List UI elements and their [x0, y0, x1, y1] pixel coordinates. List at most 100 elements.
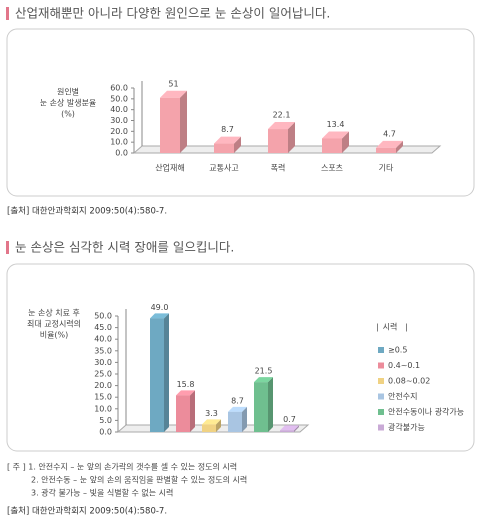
bar-top	[254, 377, 273, 383]
source: [출처] 대한안과학회지 2009:50(4):580-7.	[7, 206, 167, 217]
bar-side	[180, 90, 187, 153]
y-tick-label: 20.0	[110, 127, 128, 136]
legend-bracket: |	[405, 323, 408, 332]
legend-label: 안전수지	[388, 391, 417, 401]
bar-side	[342, 131, 349, 153]
bar	[202, 424, 216, 432]
y-tick-label: 25.0	[94, 370, 112, 379]
bar-top	[280, 425, 299, 431]
bar-top	[150, 313, 169, 319]
y-tick-label: 5.0	[99, 416, 112, 425]
section-title: 눈 손상은 심각한 시력 장애를 일으킵니다.	[15, 240, 234, 255]
y-tick-label: 50.0	[94, 312, 112, 321]
bar-top	[376, 140, 403, 148]
chart-frame	[6, 28, 475, 197]
bar-top	[322, 131, 349, 139]
x-tick-label: 산업재해	[155, 163, 184, 173]
bar	[160, 97, 180, 153]
y-tick-label: 10.0	[110, 138, 128, 147]
x-tick-label: 스포츠	[321, 164, 343, 173]
bar-top	[202, 419, 221, 425]
x-tick-label: 교통사고	[209, 164, 238, 173]
source: [출처] 대한안과학회지 2009:50(4):580-7.	[7, 506, 167, 517]
bar-top	[214, 136, 241, 144]
legend-swatch	[378, 378, 384, 384]
x-tick-label: 기타	[379, 164, 394, 173]
legend-swatch	[378, 409, 384, 415]
heading-marker	[6, 241, 9, 254]
y-tick-label: 45.0	[94, 323, 112, 332]
value-label: 8.7	[221, 125, 234, 134]
value-label: 21.5	[255, 367, 273, 376]
legend-swatch	[378, 362, 384, 369]
y-tick-label: 0.0	[99, 428, 112, 437]
heading-marker	[6, 7, 9, 20]
value-label: 8.7	[231, 396, 244, 405]
y-axis-label: 눈 손상 발생분율	[40, 98, 97, 108]
note: 3. 광각 불가능 – 빛을 식별할 수 없는 시력	[31, 488, 173, 498]
value-label: 49.0	[151, 303, 169, 312]
y-tick-label: 35.0	[94, 346, 112, 355]
y-tick-label: 0.0	[115, 149, 128, 158]
legend-label: 0.08~0.02	[388, 377, 430, 386]
bar	[268, 129, 288, 153]
chart-frame	[6, 263, 475, 452]
bar-side	[190, 390, 195, 432]
bar-top	[228, 406, 247, 412]
legend-label: 0.4~0.1	[388, 361, 420, 370]
legend-bracket: |	[376, 323, 379, 332]
bar-top	[160, 90, 187, 98]
value-label: 4.7	[383, 129, 396, 138]
y-tick-label: 20.0	[94, 381, 112, 390]
note: 2. 안전수동 – 눈 앞의 손의 움직임을 판별할 수 있는 정도의 시력	[31, 475, 247, 485]
y-axis-label: 눈 손상 치료 후	[28, 308, 80, 318]
y-tick-label: 30.0	[110, 116, 128, 125]
bar	[150, 318, 164, 432]
bar-side	[216, 419, 221, 432]
legend-swatch	[378, 393, 384, 400]
legend-label: 광각불가능	[388, 422, 425, 432]
bar-top	[176, 390, 195, 396]
bar-side	[396, 140, 403, 153]
value-label: 51	[168, 79, 178, 88]
value-label: 13.4	[327, 120, 345, 129]
y-tick-label: 30.0	[94, 358, 112, 367]
note: [ 주 ] 1. 안전수지 – 눈 앞의 손가락의 갯수를 셀 수 있는 정도의…	[7, 462, 237, 472]
y-tick-label: 50.0	[110, 94, 128, 103]
bar	[280, 430, 294, 432]
legend-label: ≥0.5	[388, 346, 407, 355]
legend-title: 시력	[383, 322, 398, 332]
bar	[322, 138, 342, 153]
bar	[214, 143, 234, 153]
value-label: 22.1	[273, 111, 291, 120]
y-tick-label: 10.0	[94, 404, 112, 413]
y-tick-label: 15.0	[94, 393, 112, 402]
bar-top	[268, 122, 295, 130]
y-axis-label: 비율(%)	[40, 331, 69, 340]
y-tick-label: 40.0	[94, 335, 112, 344]
section-title: 산업재해뿐만 아니라 다양한 원인으로 눈 손상이 일어납니다.	[15, 6, 330, 21]
value-label: 3.3	[205, 409, 218, 418]
legend-swatch	[378, 347, 384, 353]
y-tick-label: 60.0	[110, 84, 128, 93]
bar-side	[164, 313, 169, 432]
bar-side	[268, 377, 273, 432]
bar-side	[288, 122, 295, 153]
y-axis-label: (%)	[61, 110, 75, 119]
value-label: 15.8	[177, 380, 195, 389]
bar	[254, 382, 268, 432]
legend-label: 안전수동이나 광각가능	[388, 407, 464, 417]
bar	[228, 411, 242, 432]
legend-swatch	[378, 424, 384, 431]
y-axis-label: 최대 교정시력의	[27, 319, 81, 329]
bar-side	[234, 136, 241, 153]
bar-side	[294, 425, 299, 432]
bar-side	[242, 406, 247, 432]
bar	[176, 395, 190, 432]
y-tick-label: 40.0	[110, 105, 128, 114]
x-tick-label: 폭력	[271, 163, 286, 173]
value-label: 0.7	[283, 415, 296, 424]
y-axis-label: 원인별	[57, 87, 79, 97]
bar	[376, 147, 396, 153]
